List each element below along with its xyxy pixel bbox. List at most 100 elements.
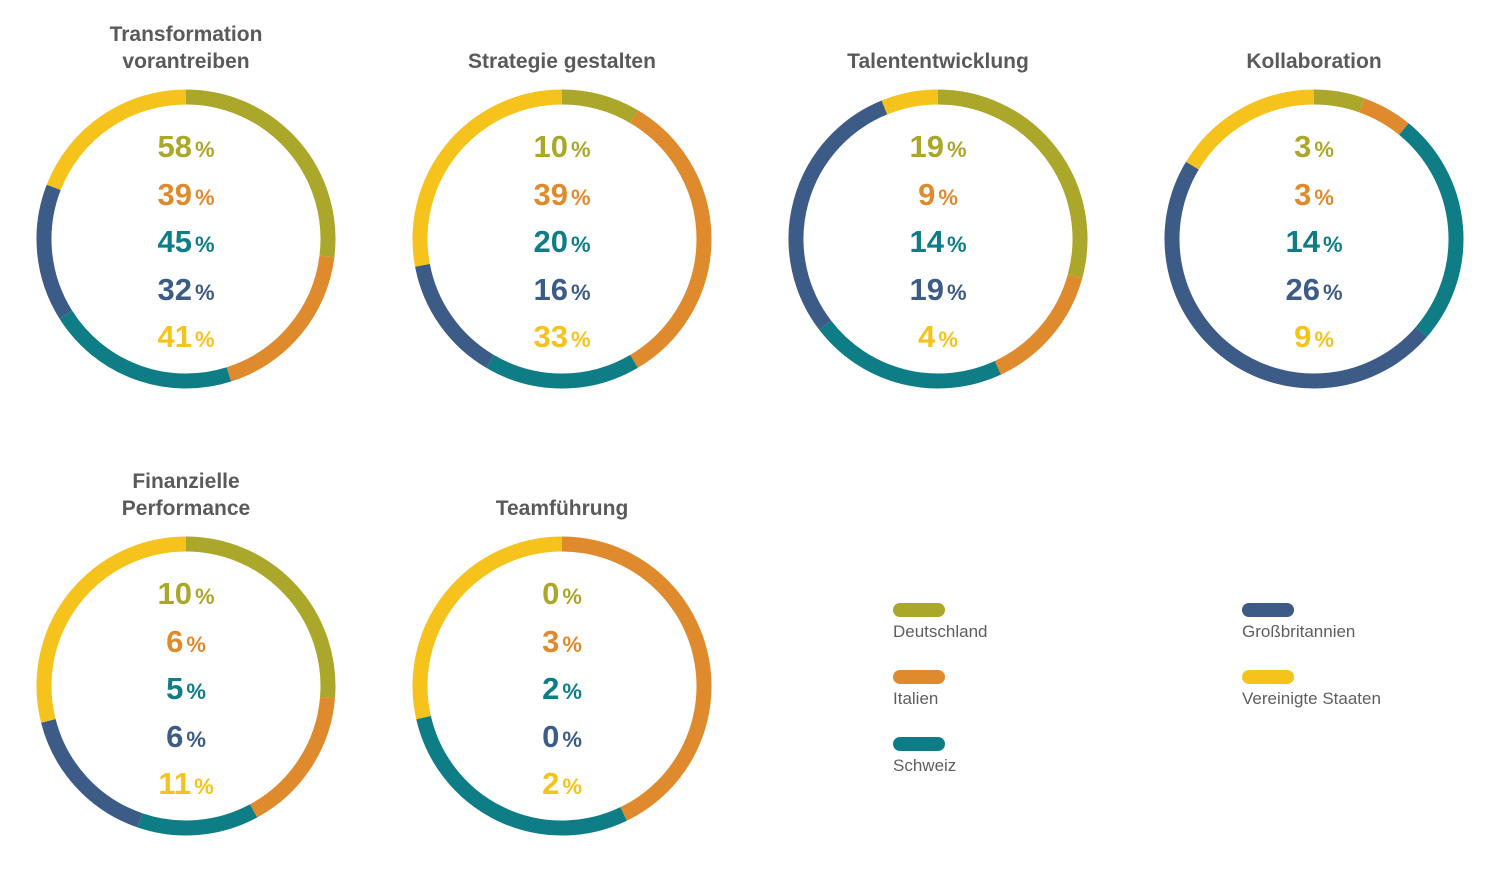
donut-slice-grossbritannien [1164, 161, 1427, 389]
donut-slice-grossbritannien [788, 100, 888, 330]
value-label-vereinigte-staaten: 4% [788, 317, 1088, 357]
legend-swatch-grossbritannien [1242, 603, 1294, 617]
donut-slice-schweiz [416, 715, 627, 836]
percent-sign: % [562, 679, 582, 704]
legend-swatch-italien [893, 670, 945, 684]
donut-ring [788, 89, 1088, 389]
donut-slice-grossbritannien [415, 263, 494, 368]
donut-slice-vereinigte-staaten [412, 89, 563, 267]
value-label-schweiz: 2% [412, 669, 712, 709]
donut-slice-vereinigte-staaten [46, 89, 187, 191]
percent-sign: % [938, 327, 958, 352]
value-number: 3 [1294, 129, 1312, 164]
value-label-grossbritannien: 6% [36, 717, 336, 757]
donut-slice-schweiz [137, 804, 258, 836]
donut-slice-italien [994, 274, 1083, 375]
percent-sign: % [562, 774, 582, 799]
percent-sign: % [186, 631, 206, 657]
donut-slice-deutschland [1313, 89, 1365, 113]
value-number: 58 [157, 129, 192, 164]
donut-slice-italien [561, 536, 712, 821]
value-number: 19 [909, 129, 944, 164]
chart-title: Finanzielle Performance [121, 470, 251, 520]
percent-sign: % [194, 327, 215, 352]
chart-title: Teamführung [495, 497, 629, 520]
chart-title: Strategie gestalten [468, 50, 656, 73]
percent-sign: % [194, 232, 215, 257]
percent-sign: % [570, 137, 591, 162]
donut-slice-italien [249, 697, 335, 818]
chart-title: Kollaboration [1246, 50, 1382, 73]
value-label-vereinigte-staaten: 2% [412, 764, 712, 804]
value-number: 5 [166, 671, 184, 706]
value-label-italien: 6% [36, 622, 336, 662]
donut-slice-deutschland [937, 89, 1088, 279]
value-label-italien: 39% [36, 175, 336, 215]
legend-item-schweiz: Schweiz [893, 734, 1153, 780]
value-number: 39 [533, 176, 568, 212]
legend-swatch-deutschland [893, 603, 945, 617]
percent-sign: % [946, 137, 967, 162]
value-label-italien: 39% [412, 175, 712, 215]
legend-swatch-schweiz [893, 737, 945, 751]
value-label-grossbritannien: 26% [1164, 270, 1464, 310]
donut-ring [36, 536, 336, 836]
percent-sign: % [194, 137, 215, 162]
value-number: 19 [909, 271, 944, 307]
chart-title: Transformation vorantreiben [109, 23, 263, 73]
value-label-italien: 3% [1164, 175, 1464, 215]
legend-label-grossbritannien: Großbritannien [1242, 622, 1356, 641]
value-number: 26 [1285, 271, 1320, 307]
percent-sign: % [194, 584, 215, 609]
percent-sign: % [194, 774, 214, 799]
donut-slice-vereinigte-staaten [881, 89, 939, 115]
value-number: 41 [157, 319, 192, 354]
value-label-vereinigte-staaten: 33% [412, 317, 712, 357]
value-number: 3 [542, 623, 560, 659]
value-number: 14 [1285, 224, 1320, 259]
value-number: 45 [157, 224, 192, 259]
value-label-grossbritannien: 19% [788, 270, 1088, 310]
percent-sign: % [946, 279, 967, 305]
value-label-grossbritannien: 0% [412, 717, 712, 757]
value-number: 16 [533, 271, 568, 307]
percent-sign: % [186, 726, 206, 752]
donut-slice-vereinigte-staaten [1185, 89, 1315, 170]
percent-sign: % [946, 232, 967, 257]
value-label-deutschland: 0% [412, 574, 712, 614]
value-label-schweiz: 14% [1164, 222, 1464, 262]
value-number: 6 [166, 718, 184, 754]
legend-item-grossbritannien: Großbritannien [1242, 600, 1500, 646]
value-label-schweiz: 45% [36, 222, 336, 262]
donut-slice-vereinigte-staaten [412, 536, 563, 720]
value-number: 39 [157, 176, 192, 212]
donut-slice-schweiz [59, 310, 232, 389]
value-label-italien: 3% [412, 622, 712, 662]
value-number: 3 [1294, 176, 1312, 212]
donut-ring [412, 536, 712, 836]
value-label-schweiz: 20% [412, 222, 712, 262]
donut-slice-schweiz [486, 354, 638, 389]
percent-sign: % [562, 631, 582, 657]
value-number: 32 [157, 271, 192, 307]
donut-slice-schweiz [819, 320, 1001, 389]
donut-slice-italien [226, 255, 335, 382]
donut-slice-deutschland [561, 89, 638, 124]
value-number: 10 [157, 576, 192, 611]
donut-ring [1164, 89, 1464, 389]
value-number: 0 [542, 718, 560, 754]
legend-item-italien: Italien [893, 667, 1153, 713]
donut-slice-deutschland [185, 536, 336, 699]
percent-sign: % [562, 726, 582, 752]
value-label-grossbritannien: 32% [36, 270, 336, 310]
legend-label-italien: Italien [893, 689, 939, 708]
legend-item-vereinigte-staaten: Vereinigte Staaten [1242, 667, 1500, 713]
donut-slice-vereinigte-staaten [36, 536, 187, 723]
donut-ring [412, 89, 712, 389]
value-label-deutschland: 58% [36, 127, 336, 167]
legend: Deutschland Italien Schweiz Großbritanni… [893, 600, 1453, 800]
value-label-vereinigte-staaten: 11% [36, 764, 336, 804]
value-number: 6 [166, 623, 184, 659]
value-label-deutschland: 19% [788, 127, 1088, 167]
value-number: 9 [1294, 319, 1312, 354]
